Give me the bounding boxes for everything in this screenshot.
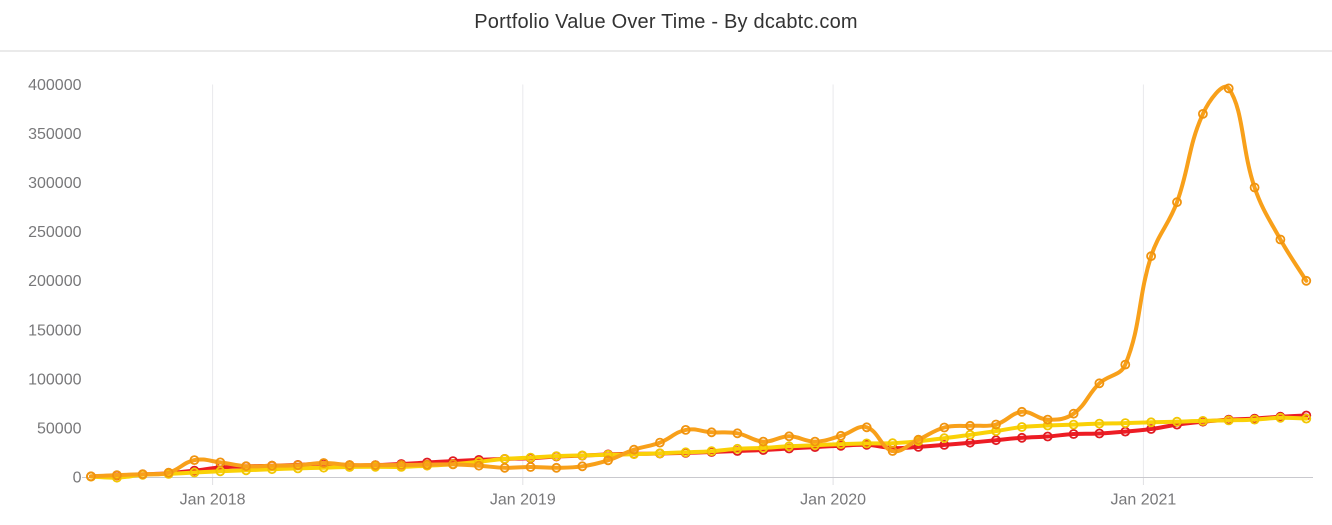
svg-text:Jan 2019: Jan 2019 (490, 491, 556, 508)
svg-text:0: 0 (73, 470, 82, 487)
svg-text:200000: 200000 (28, 273, 81, 290)
svg-text:Jan 2018: Jan 2018 (180, 491, 246, 508)
svg-text:150000: 150000 (28, 322, 81, 339)
svg-text:50000: 50000 (37, 420, 82, 437)
svg-text:400000: 400000 (28, 77, 81, 94)
svg-text:250000: 250000 (28, 224, 81, 241)
svg-text:Jan 2020: Jan 2020 (800, 491, 866, 508)
svg-text:Jan 2021: Jan 2021 (1110, 491, 1176, 508)
svg-text:350000: 350000 (28, 126, 81, 143)
svg-text:100000: 100000 (28, 371, 81, 388)
svg-text:300000: 300000 (28, 175, 81, 192)
